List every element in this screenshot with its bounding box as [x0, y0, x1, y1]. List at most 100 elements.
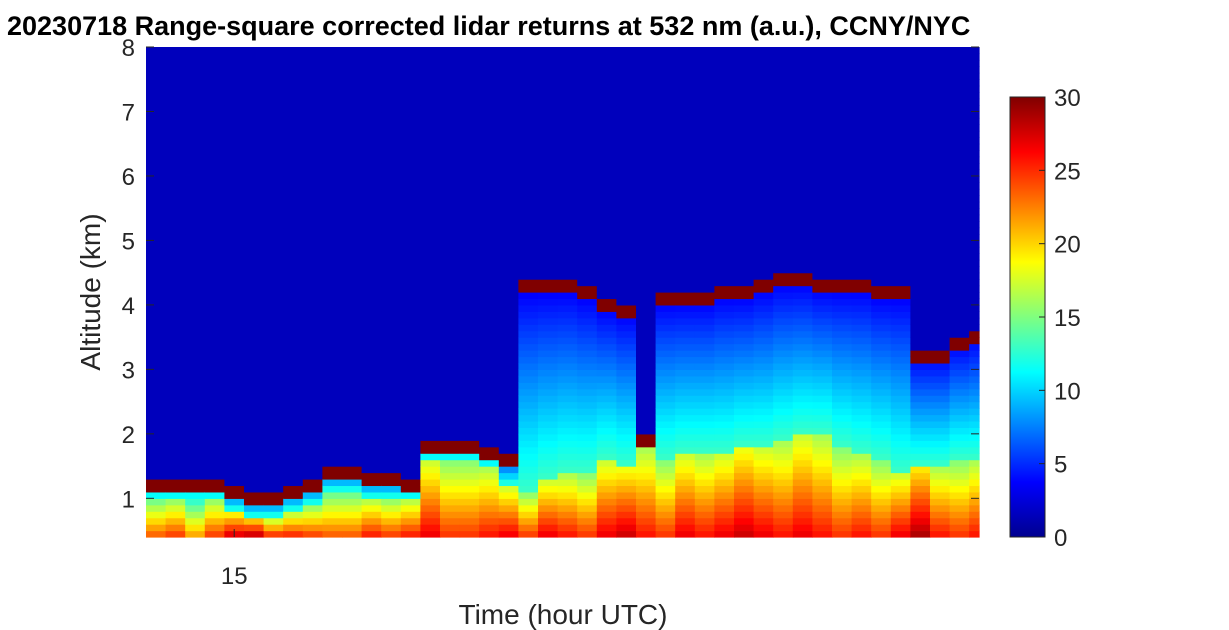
heatmap-cell [342, 233, 363, 242]
heatmap-cell [949, 330, 970, 338]
heatmap-cell [263, 47, 284, 55]
heatmap-cell [557, 163, 578, 171]
heatmap-cell [832, 279, 853, 287]
heatmap-cell [322, 240, 343, 248]
heatmap-cell [302, 472, 323, 480]
heatmap-cell [440, 317, 461, 325]
heatmap-cell [224, 388, 245, 396]
heatmap-cell [930, 182, 951, 190]
colorbar-tick-label: 25 [1054, 158, 1081, 185]
heatmap-cell [930, 240, 951, 248]
heatmap-cell [459, 272, 480, 280]
heatmap-cell [342, 369, 363, 377]
heatmap-cell [577, 324, 598, 332]
heatmap-cell [302, 440, 323, 448]
heatmap-cell [185, 124, 206, 132]
heatmap-cell [596, 337, 617, 345]
heatmap-cell [263, 66, 284, 74]
heatmap-cell [734, 285, 755, 293]
heatmap-cell [792, 478, 813, 487]
heatmap-cell [714, 459, 735, 467]
heatmap-cell [871, 111, 892, 119]
heatmap-cell [596, 72, 617, 80]
heatmap-cell [557, 324, 578, 332]
heatmap-cell [832, 175, 853, 183]
heatmap-cell [557, 111, 578, 119]
heatmap-cell [263, 130, 284, 138]
heatmap-cell [577, 201, 598, 209]
heatmap-cell [204, 47, 225, 55]
heatmap-cell [949, 511, 970, 519]
heatmap-cell [224, 304, 245, 312]
heatmap-cell [283, 285, 304, 293]
heatmap-cell [381, 137, 402, 145]
heatmap-cell [753, 453, 774, 461]
heatmap-cell [498, 485, 519, 493]
heatmap-cell [890, 433, 911, 441]
heatmap-cell [949, 137, 970, 145]
heatmap-cell [773, 420, 794, 428]
heatmap-cell [773, 304, 794, 312]
heatmap-cell [263, 221, 284, 229]
heatmap-cell [498, 137, 519, 145]
heatmap-cell [792, 169, 813, 177]
heatmap-cell [792, 188, 813, 196]
heatmap-cell [361, 124, 382, 132]
heatmap-cell [322, 124, 343, 132]
heatmap-cell [420, 433, 441, 441]
heatmap-cell [263, 317, 284, 325]
heatmap-cell [577, 246, 598, 254]
heatmap-cell [322, 350, 343, 358]
heatmap-cell [714, 163, 735, 171]
heatmap-cell [342, 408, 363, 416]
heatmap-cell [557, 330, 578, 338]
heatmap-cell [146, 240, 167, 248]
heatmap-cell [930, 317, 951, 325]
heatmap-cell [263, 420, 284, 428]
heatmap-cell [577, 420, 598, 428]
heatmap-cell [302, 292, 323, 300]
heatmap-cell [244, 143, 265, 151]
heatmap-cell [361, 375, 382, 383]
heatmap-cell [518, 272, 539, 280]
heatmap-cell [930, 337, 951, 345]
heatmap-cell [224, 201, 245, 209]
heatmap-cell [655, 472, 676, 480]
heatmap-cell [890, 105, 911, 113]
heatmap-cell [185, 517, 206, 525]
heatmap-cell [890, 395, 911, 403]
heatmap-cell [596, 130, 617, 138]
heatmap-cell [969, 227, 980, 235]
heatmap-cell [420, 369, 441, 377]
heatmap-cell [342, 395, 363, 403]
heatmap-cell [420, 311, 441, 319]
heatmap-cell [224, 214, 245, 222]
heatmap-cell [773, 169, 794, 177]
heatmap-cell [400, 208, 421, 216]
heatmap-cell [773, 498, 794, 506]
heatmap-cell [832, 53, 853, 61]
heatmap-cell [694, 362, 715, 370]
heatmap-cell [734, 124, 755, 132]
heatmap-cell [636, 259, 657, 267]
heatmap-cell [832, 79, 853, 87]
heatmap-cell [851, 156, 872, 164]
heatmap-cell [518, 266, 539, 274]
heatmap-cell [322, 395, 343, 403]
heatmap-cell [636, 530, 657, 538]
heatmap-cell [185, 459, 206, 467]
heatmap-cell [773, 324, 794, 332]
heatmap-cell [969, 446, 980, 454]
x-axis: 15 [221, 529, 248, 590]
heatmap-cell [204, 66, 225, 74]
heatmap-cell [871, 246, 892, 254]
heatmap-cell [440, 485, 461, 493]
heatmap-cell [479, 375, 500, 383]
heatmap-cell [302, 433, 323, 441]
heatmap-cell [538, 530, 559, 538]
heatmap-cell [675, 414, 696, 422]
heatmap-cell [400, 66, 421, 74]
heatmap-cell [616, 356, 637, 364]
heatmap-cell [479, 414, 500, 422]
heatmap-cell [949, 182, 970, 190]
